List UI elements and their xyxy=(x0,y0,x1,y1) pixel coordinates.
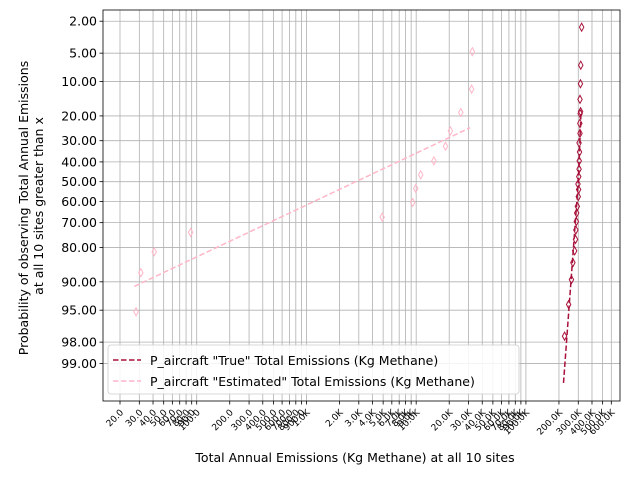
y-tick-label: 70.00 xyxy=(61,215,97,230)
y-axis-label-line-1: Probability of observing Total Annual Em… xyxy=(16,61,31,355)
y-tick-label: 2.00 xyxy=(69,14,97,29)
true-data-point xyxy=(576,146,583,158)
estimated-data-point xyxy=(458,107,464,118)
true-data-point xyxy=(577,118,583,129)
y-tick-label: 90.00 xyxy=(61,274,97,289)
y-tick-label: 98.00 xyxy=(61,335,97,350)
true-data-point xyxy=(578,22,585,33)
true-data-point xyxy=(577,78,584,89)
y-tick-label: 99.00 xyxy=(61,356,97,371)
y-axis-ticks: 2.00 5.00 10.00 20.00 30.00 40.00 50.00 60.00 70… xyxy=(61,14,103,371)
y-tick-label: 95.00 xyxy=(61,303,97,318)
estimated-data-point xyxy=(417,169,424,180)
true-data-point xyxy=(568,274,575,285)
true-fit-line xyxy=(562,110,582,383)
true-data-point xyxy=(570,257,576,268)
true-data-point xyxy=(575,171,582,182)
legend-estimated-label: P_aircraft "Estimated" Total Emissions (… xyxy=(150,374,475,389)
y-tick-label: 50.00 xyxy=(61,174,97,189)
legend: P_aircraft "True" Total Emissions (Kg Me… xyxy=(107,344,520,395)
y-axis-label: Probability of observing Total Annual Em… xyxy=(16,57,46,355)
true-data-point xyxy=(575,184,582,195)
true-data-point xyxy=(577,106,584,117)
true-data-point xyxy=(576,155,582,166)
y-tick-label: 80.00 xyxy=(61,240,97,255)
true-data-point xyxy=(571,245,578,256)
true-data-point xyxy=(577,94,583,105)
estimated-data-point xyxy=(379,212,385,223)
y-axis-label-line-2: at all 10 sites greater than x xyxy=(31,117,46,295)
true-data-point xyxy=(565,299,572,310)
estimated-data-point xyxy=(409,197,416,208)
data-points xyxy=(133,22,585,342)
true-data-point xyxy=(573,224,579,236)
estimated-data-point xyxy=(138,267,144,278)
true-data-point xyxy=(577,60,584,71)
legend-box xyxy=(107,344,520,395)
x-axis-label: Total Annual Emissions (Kg Methane) at a… xyxy=(194,450,514,465)
true-data-point xyxy=(577,128,583,139)
true-data-point xyxy=(574,201,581,212)
true-data-point xyxy=(573,216,580,227)
estimated-data-point xyxy=(447,125,454,136)
y-tick-label: 10.00 xyxy=(61,74,97,89)
estimated-data-point xyxy=(442,141,449,152)
y-tick-label: 5.00 xyxy=(69,46,97,61)
true-data-point xyxy=(573,208,580,219)
true-data-point xyxy=(575,178,581,190)
true-data-point xyxy=(576,164,582,175)
true-data-point xyxy=(572,234,579,245)
estimated-data-point xyxy=(468,84,475,95)
estimated-data-point xyxy=(151,246,157,257)
estimated-fit-line xyxy=(133,127,471,288)
true-data-point xyxy=(576,137,582,148)
estimated-data-point xyxy=(469,46,476,57)
true-data-point xyxy=(575,191,582,202)
legend-true-label: P_aircraft "True" Total Emissions (Kg Me… xyxy=(150,353,438,368)
plot-frame xyxy=(102,9,621,402)
true-data-point xyxy=(561,331,568,342)
estimated-data-point xyxy=(412,183,419,194)
estimated-data-point xyxy=(431,155,437,166)
estimated-data-point xyxy=(187,227,194,238)
plot-area xyxy=(103,10,620,401)
y-tick-label: 20.00 xyxy=(61,108,97,123)
fit-lines xyxy=(133,110,582,383)
estimated-data-point xyxy=(133,306,139,317)
y-tick-label: 30.00 xyxy=(61,133,97,148)
x-gridlines xyxy=(119,10,612,401)
y-tick-label: 60.00 xyxy=(61,194,97,209)
y-tick-label: 40.00 xyxy=(61,154,97,169)
